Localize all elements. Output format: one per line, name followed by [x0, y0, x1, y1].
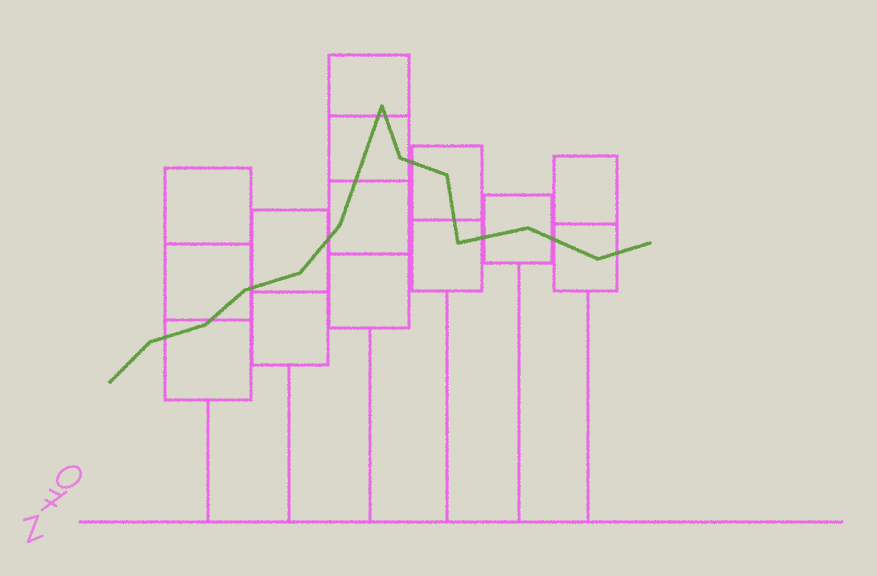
- box-column-3-outline: [327, 53, 411, 330]
- box-column-5: [482, 193, 554, 524]
- box-column-2-outline: [250, 208, 330, 367]
- box-column-3: [327, 53, 411, 524]
- box-column-4: [410, 144, 484, 524]
- box-column-1-outline: [163, 166, 253, 402]
- box-column-2: [250, 208, 330, 524]
- pink-scribble-icon: [22, 465, 83, 544]
- box-column-6: [552, 154, 619, 524]
- box-column-1: [163, 166, 253, 524]
- sketch-strokes: [22, 53, 844, 544]
- trend-line: [108, 104, 652, 384]
